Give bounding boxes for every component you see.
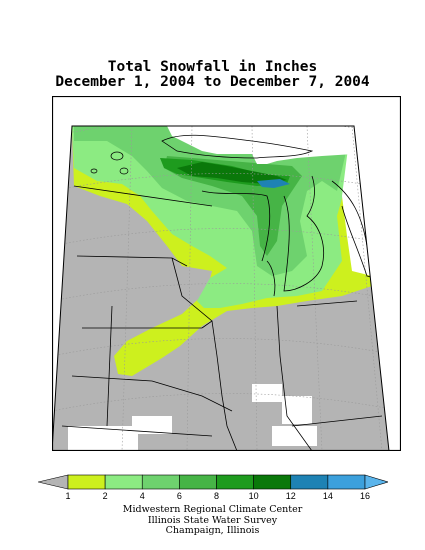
legend-tick-label: 6 bbox=[177, 491, 182, 501]
title-line-2: December 1, 2004 to December 7, 2004 bbox=[55, 74, 370, 90]
legend-segment bbox=[327, 474, 366, 490]
legend-segment bbox=[290, 474, 329, 490]
no-data-patch-2 bbox=[282, 396, 312, 424]
no-data-superior bbox=[167, 126, 354, 164]
legend-segment bbox=[253, 474, 292, 490]
legend-tick-label: 10 bbox=[249, 491, 259, 501]
map-title: Total Snowfall in Inches December 1, 200… bbox=[0, 60, 425, 90]
credits-line-1: Midwestern Regional Climate Center bbox=[122, 504, 303, 515]
lake-outlines bbox=[90, 134, 314, 175]
graticule bbox=[52, 126, 389, 451]
legend-segment bbox=[141, 474, 180, 490]
color-legend: 1 2 4 6 8 10 12 14 16 bbox=[38, 474, 388, 501]
legend-segment bbox=[104, 474, 143, 490]
no-data-patch-3 bbox=[68, 426, 138, 451]
legend-labels: 1 2 4 6 8 10 12 14 16 bbox=[65, 491, 370, 501]
legend-tick-label: 4 bbox=[140, 491, 145, 501]
snow-band-12-14-in bbox=[257, 179, 290, 188]
legend-segment bbox=[67, 474, 106, 490]
legend-segment bbox=[216, 474, 254, 490]
credits-line-2: Illinois State Water Survey bbox=[147, 514, 278, 526]
legend-segments bbox=[67, 474, 366, 490]
credits: Midwestern Regional Climate Center Illin… bbox=[0, 504, 425, 537]
title-line-1: Total Snowfall in Inches bbox=[107, 59, 318, 75]
outer-frame bbox=[52, 96, 401, 451]
no-data-ontario bbox=[342, 126, 372, 276]
map-frame bbox=[52, 125, 390, 451]
no-data-patch-5 bbox=[272, 426, 317, 446]
legend-arrow-left bbox=[38, 474, 69, 490]
no-data-patch-4 bbox=[132, 416, 172, 434]
snowfall-map bbox=[52, 96, 401, 451]
no-data-patch-1 bbox=[252, 384, 282, 402]
legend-tick-label: 2 bbox=[103, 491, 108, 501]
legend-tick-label: 16 bbox=[360, 491, 370, 501]
legend-tick-label: 14 bbox=[323, 491, 333, 501]
legend-segment bbox=[179, 474, 217, 490]
legend-arrow-right bbox=[364, 474, 388, 490]
state-borders bbox=[61, 175, 389, 451]
snow-band-4-6-in bbox=[74, 126, 352, 276]
legend-tick-label: 12 bbox=[286, 491, 296, 501]
credits-line-3: Champaign, Illinois bbox=[165, 525, 260, 536]
legend-tick-label: 8 bbox=[214, 491, 219, 501]
snow-band-10-12-in bbox=[177, 162, 287, 184]
legend-tick-label: 1 bbox=[65, 491, 70, 501]
